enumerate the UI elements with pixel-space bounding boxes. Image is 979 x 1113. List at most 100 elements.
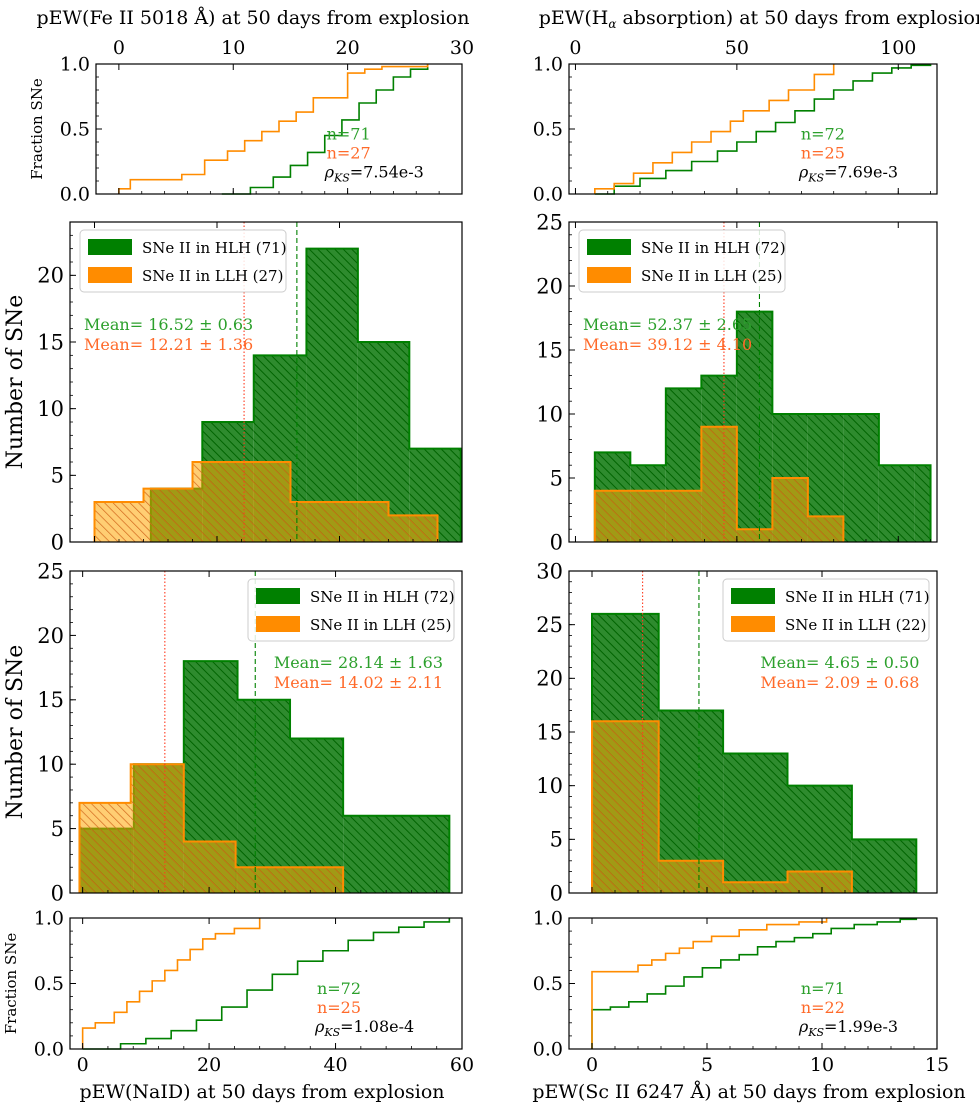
y-tick-label: 1.0 [34,908,64,930]
mean-llh-label: Mean= 12.21 ± 1.36 [84,335,253,354]
hlh-bar [736,311,773,542]
cdf-line-hlh [221,64,429,195]
y-tick-label: 0 [51,881,64,905]
legend-swatch-hlh [587,239,631,255]
llh-bar [79,802,131,893]
llh-bar [235,867,344,893]
llh-bar [787,871,852,893]
llh-bar [192,462,242,542]
y-tick-label: 1.0 [60,54,90,76]
cdf-line-llh [81,918,261,1049]
mean-hlh-label: Mean= 16.52 ± 0.63 [84,315,253,334]
x-tick-label: 50 [725,37,749,59]
llh-bar [130,764,184,893]
hlh-bar [723,753,788,893]
llh-outline [78,763,345,893]
x-tick-label: 20 [336,37,360,59]
y-tick-label: 5 [51,817,64,841]
cdf-line-hlh [82,918,451,1050]
pks-label: ρKS=7.54e-3 [324,162,424,184]
x-axis-title: pEW(Hα absorption) at 50 days from explo… [539,7,979,31]
mean-llh-label: Mean= 14.02 ± 2.11 [274,673,443,692]
cdf-line-hlh [594,64,932,195]
mean-hlh-label: Mean= 4.65 ± 0.50 [760,653,919,672]
legend-swatch-llh [587,267,631,283]
llh-outline [593,425,845,542]
llh-bar [630,490,666,542]
axes-frame [69,570,463,894]
llh-bar [665,490,702,542]
llh-bar [594,490,631,542]
llh-bar [94,502,144,542]
llh-bar [290,502,340,542]
y-tick-label: 5 [51,464,64,488]
llh-bar [241,462,291,542]
n-hlh-label: n=71 [327,124,371,143]
llh-bar [339,502,389,542]
y-tick-label: 15 [536,338,563,362]
legend-label-llh: SNe II in LLH (22) [785,616,926,634]
x-tick-label: 40 [323,1054,347,1076]
llh-bar [388,515,438,542]
n-llh-label: n=22 [801,998,845,1017]
legend-label-llh: SNe II in LLH (25) [310,616,451,634]
x-axis-title: pEW(Fe II 5018 Å) at 50 days from explos… [36,7,469,29]
y-tick-label: 0.0 [533,184,563,206]
n-hlh-label: n=72 [317,979,361,998]
y-axis-label: Number of SNe [3,645,28,820]
llh-bar [183,841,236,893]
hlh-bar [878,465,915,542]
y-tick-label: 20 [37,264,64,288]
llh-bar [658,860,724,893]
pks-label: ρKS=7.69e-3 [798,162,898,184]
y-tick-label: 1.0 [533,54,563,76]
x-tick-label: 0 [569,37,581,59]
y-tick-label: 30 [536,559,563,583]
cdf-panel-na: 0.0 0.5 1.0 0 20 40 60 Fraction SNe n=72n=25ρKS=… [2,908,474,1103]
x-axis-title: pEW(NaID) at 50 days from explosion [79,1081,444,1103]
n-llh-label: n=25 [801,143,845,162]
y-tick-label: 0 [550,881,563,905]
llh-bar [592,721,659,893]
y-tick-label: 10 [37,397,64,421]
x-tick-label: 0 [113,37,125,59]
llh-bar [143,488,193,542]
legend-label-hlh: SNe II in HLH (71) [785,588,930,606]
legend: SNe II in HLH (71) SNe II in LLH (22) [722,578,930,642]
y-tick-label: 1.0 [533,908,563,930]
cdf-line-llh [594,64,835,194]
y-tick-label: 0.0 [533,1039,563,1061]
x-tick-label: 10 [810,1054,834,1076]
x-tick-label: 15 [925,1054,949,1076]
y-tick-label: 0.0 [60,184,90,206]
x-tick-label: 30 [450,37,474,59]
legend-label-llh: SNe II in LLH (25) [641,267,782,285]
x-tick-label: 100 [880,37,916,59]
y-tick-label: 25 [536,613,563,637]
llh-outline [93,461,439,542]
n-llh-label: n=27 [327,143,371,162]
y-tick-label: 15 [536,720,563,744]
x-tick-label: 0 [77,1054,89,1076]
legend: SNe II in HLH (72) SNe II in LLH (25) [578,229,786,293]
y-tick-label: 25 [536,210,563,234]
hlh-bar [343,815,450,893]
cdf-line-llh [591,918,828,1049]
hlh-outline [591,612,918,893]
hlh-bar [843,414,879,542]
y-tick-label: 0.5 [533,119,563,141]
n-hlh-label: n=72 [801,124,845,143]
y-tick-label: 20 [536,274,563,298]
x-tick-label: 10 [221,37,245,59]
y-tick-label: 5 [550,828,563,852]
legend-label-llh: SNe II in LLH (27) [142,267,283,285]
llh-bar [701,426,737,542]
llh-bar [736,529,773,542]
mean-llh-label: Mean= 2.09 ± 0.68 [760,673,919,692]
cdf-line-hlh [591,918,918,1049]
